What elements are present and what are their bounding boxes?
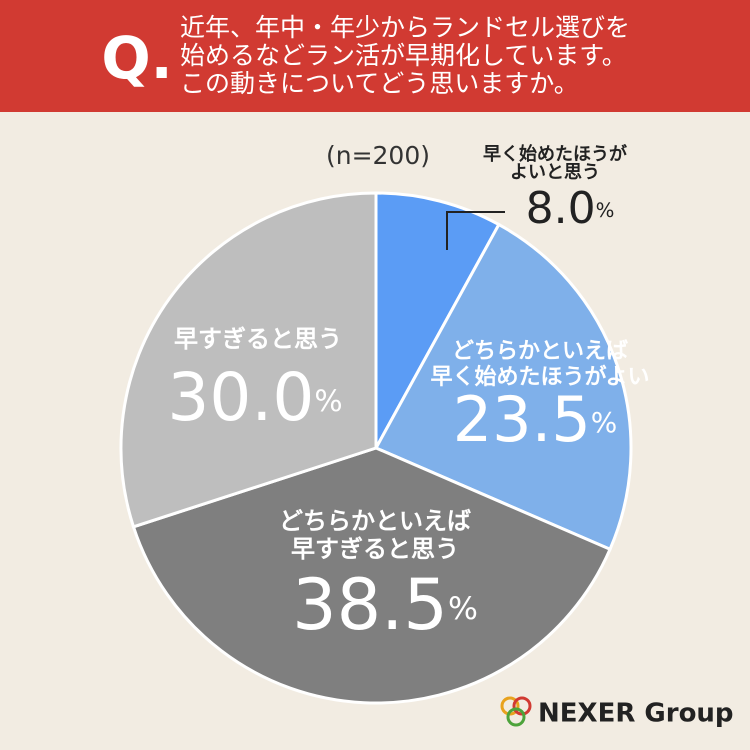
q-mark: Q. bbox=[101, 24, 172, 92]
slice-label: どちらかといえば bbox=[279, 507, 471, 535]
logo: NEXER Group bbox=[500, 696, 734, 729]
leader-line bbox=[446, 211, 505, 250]
pie-slice bbox=[373, 222, 633, 552]
slice-label: 早く始めたほうが bbox=[483, 143, 627, 165]
value-label: 23.5% bbox=[453, 383, 618, 456]
slice-label: どちらかといえば bbox=[452, 339, 628, 364]
pie-slice bbox=[131, 446, 613, 705]
question-line: 始めるなどラン活が早期化しています。 bbox=[180, 41, 627, 70]
question-line: 近年、年中・年少からランドセル選びを bbox=[180, 13, 630, 42]
slice-label: 早すぎると思う bbox=[291, 535, 459, 563]
value-label: 30.0% bbox=[167, 359, 342, 436]
question-line: この動きについてどう思いますか。 bbox=[180, 69, 579, 98]
slice-label: よいと思う bbox=[510, 162, 600, 183]
pie bbox=[119, 191, 633, 705]
logo-text: NEXER Group bbox=[538, 699, 734, 729]
pie-slice bbox=[119, 191, 378, 529]
slice-label: 早く始めたほうがよい bbox=[431, 364, 650, 390]
value-label: 8.0% bbox=[526, 183, 615, 234]
sample-size: (n=200) bbox=[326, 141, 430, 170]
slice-label: 早すぎると思う bbox=[174, 325, 342, 353]
pie-slice bbox=[374, 191, 501, 449]
logo-icon bbox=[506, 707, 526, 727]
header bbox=[0, 0, 750, 112]
value-label: 38.5% bbox=[292, 564, 478, 646]
